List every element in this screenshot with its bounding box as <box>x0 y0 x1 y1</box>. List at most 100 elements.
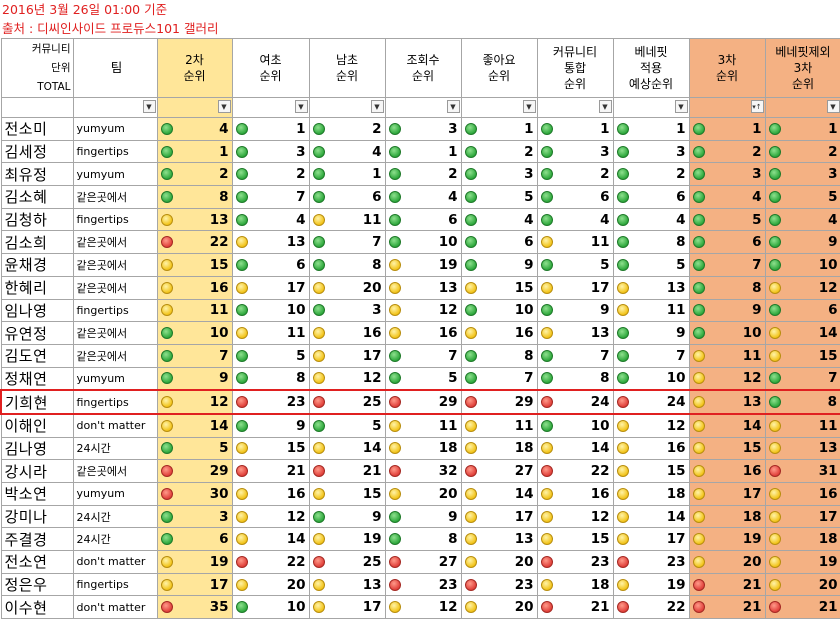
rank-cell: 4 <box>612 207 690 232</box>
status-dot-icon <box>540 601 553 614</box>
rank-cell: 20 <box>460 550 538 574</box>
rank-value: 10 <box>818 256 838 273</box>
rank-value: 15 <box>362 485 382 502</box>
rank-cell: 4 <box>156 117 233 141</box>
header-line: 커뮤니티 <box>552 45 598 59</box>
sort-filter-icon[interactable]: ▾↑ <box>750 100 764 113</box>
rank-value: 4 <box>600 211 610 228</box>
filter-dropdown-icon[interactable]: ▼ <box>217 100 231 113</box>
rank-cell: 8 <box>308 253 386 277</box>
status-dot-icon <box>235 555 248 568</box>
rank-value: 9 <box>219 370 229 387</box>
rank-cell: 23 <box>536 550 614 574</box>
status-dot-icon <box>616 258 629 271</box>
rank-cell: 12 <box>308 366 386 391</box>
status-dot-icon <box>160 419 173 432</box>
rank-cell: 17 <box>536 275 614 300</box>
trainee-name: 김도연 <box>0 343 74 368</box>
filter-dropdown-icon[interactable]: ▼ <box>370 100 384 113</box>
status-dot-icon <box>768 487 781 500</box>
rank-cell: 17 <box>308 595 386 620</box>
status-dot-icon <box>312 213 325 226</box>
filter-dropdown-icon[interactable]: ▼ <box>826 100 840 113</box>
filter-cell <box>0 97 74 118</box>
rank-value: 17 <box>818 508 838 525</box>
status-dot-icon <box>388 281 401 294</box>
rank-value: 4 <box>219 120 229 137</box>
status-dot-icon <box>312 327 325 340</box>
status-dot-icon <box>464 213 477 226</box>
rank-cell: 21 <box>231 459 310 483</box>
rank-value: 12 <box>286 508 306 525</box>
table-row: 윤채경 같은곳에서 15 6 8 19 9 5 5 7 10 <box>0 253 840 277</box>
rank-cell: 14 <box>764 321 840 345</box>
status-dot-icon <box>388 555 401 568</box>
rank-value: 11 <box>286 325 306 342</box>
team-name: fingertips <box>72 298 158 323</box>
rank-cell: 5 <box>156 436 233 461</box>
status-dot-icon <box>616 465 629 478</box>
header-line: 베네핏제외 <box>775 45 831 59</box>
table-row: 김청하 fingertips 13 4 11 6 4 4 4 5 4 <box>0 207 840 232</box>
rank-cell: 4 <box>460 207 538 232</box>
header-line: 순위 <box>563 77 587 91</box>
rank-value: 20 <box>362 279 382 296</box>
rank-cell: 13 <box>536 321 614 345</box>
status-dot-icon <box>464 578 477 591</box>
title-line: 2016년 3월 26일 01:00 기준 <box>2 2 168 17</box>
rank-value: 14 <box>514 485 534 502</box>
rank-value: 2 <box>448 166 458 183</box>
filter-dropdown-icon[interactable]: ▼ <box>142 100 156 113</box>
rank-cell: 9 <box>536 298 614 323</box>
trainee-name: 김청하 <box>0 207 74 232</box>
highlighted-table-row: 기희현 fingertips 12 23 25 29 29 24 24 13 8 <box>0 389 840 415</box>
status-dot-icon <box>160 122 173 135</box>
filter-dropdown-icon[interactable]: ▼ <box>294 100 308 113</box>
filter-dropdown-icon[interactable]: ▼ <box>446 100 460 113</box>
rank-value: 5 <box>296 347 306 364</box>
rank-value: 14 <box>666 508 686 525</box>
rank-value: 21 <box>742 576 762 593</box>
rank-value: 20 <box>286 576 306 593</box>
rank-value: 7 <box>372 234 382 251</box>
status-dot-icon <box>312 419 325 432</box>
rank-value: 1 <box>828 120 838 137</box>
rank-value: 7 <box>524 370 534 387</box>
rank-cell: 3 <box>536 139 614 164</box>
trainee-name: 전소연 <box>0 550 74 574</box>
rank-value: 23 <box>590 553 610 570</box>
team-name: 같은곳에서 <box>72 321 158 345</box>
rank-value: 9 <box>372 508 382 525</box>
rank-cell: 1 <box>156 139 233 164</box>
rank-value: 16 <box>590 485 610 502</box>
rank-value: 29 <box>514 394 534 411</box>
rank-cell: 18 <box>612 482 690 506</box>
rank-cell: 21 <box>536 595 614 620</box>
rank-value: 22 <box>666 599 686 616</box>
status-dot-icon <box>464 327 477 340</box>
status-dot-icon <box>540 190 553 203</box>
rank-value: 16 <box>438 325 458 342</box>
filter-dropdown-icon[interactable]: ▼ <box>674 100 688 113</box>
rank-cell: 1 <box>384 139 462 164</box>
status-dot-icon <box>616 442 629 455</box>
status-dot-icon <box>692 327 705 340</box>
rank-value: 12 <box>666 417 686 434</box>
header-rank-col: 좋아요 순위 <box>460 38 538 98</box>
rank-cell: 8 <box>460 343 538 368</box>
table-row: 유연정 같은곳에서 10 11 16 16 16 13 9 10 14 <box>0 321 840 345</box>
rank-cell: 5 <box>231 343 310 368</box>
rank-cell: 25 <box>308 550 386 574</box>
header-line: 조회수 <box>406 53 440 67</box>
filter-dropdown-icon[interactable]: ▼ <box>598 100 612 113</box>
table-row: 김나영 24시간 5 15 14 18 18 14 16 15 13 <box>0 436 840 461</box>
header-rank-col: 조회수 순위 <box>384 38 462 98</box>
rank-value: 3 <box>752 166 762 183</box>
status-dot-icon <box>692 258 705 271</box>
rank-value: 20 <box>438 485 458 502</box>
filter-dropdown-icon[interactable]: ▼ <box>522 100 536 113</box>
status-dot-icon <box>616 281 629 294</box>
trainee-name: 이수현 <box>0 595 74 620</box>
rank-value: 17 <box>514 508 534 525</box>
rank-value: 19 <box>818 553 838 570</box>
